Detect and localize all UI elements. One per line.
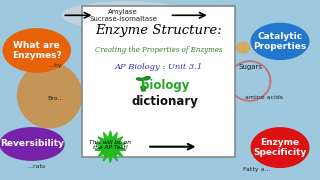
Ellipse shape (0, 128, 64, 160)
Ellipse shape (237, 42, 250, 53)
Text: Amylase
Sucrase-isomaltase: Amylase Sucrase-isomaltase (89, 9, 157, 22)
Text: What are
Enzymes?: What are Enzymes? (12, 41, 62, 60)
Text: amino acids: amino acids (245, 95, 283, 100)
Ellipse shape (62, 2, 190, 29)
Text: Bro...: Bro... (47, 96, 64, 101)
Text: Catalytic
Properties: Catalytic Properties (253, 32, 307, 51)
Ellipse shape (251, 23, 309, 59)
Text: This will be on
the AP Test!: This will be on the AP Test! (89, 140, 132, 150)
Polygon shape (141, 86, 146, 91)
Text: Enzyme Structure:: Enzyme Structure: (95, 24, 222, 37)
Ellipse shape (143, 77, 150, 80)
Text: ...rats: ...rats (28, 164, 46, 169)
Text: Sugars: Sugars (238, 64, 262, 70)
Ellipse shape (251, 128, 309, 167)
Ellipse shape (18, 63, 82, 128)
Text: Fatty a...: Fatty a... (243, 167, 271, 172)
Text: Reversibility: Reversibility (0, 140, 64, 148)
Text: ...hy: ...hy (49, 63, 62, 68)
Ellipse shape (136, 78, 143, 80)
Text: Enzyme
Specificity: Enzyme Specificity (253, 138, 307, 157)
Ellipse shape (3, 29, 70, 72)
Text: AP Biology : Unit 3.1: AP Biology : Unit 3.1 (114, 63, 203, 71)
Polygon shape (95, 131, 126, 163)
FancyBboxPatch shape (82, 6, 235, 157)
Text: Creating the Properties of Enzymes: Creating the Properties of Enzymes (95, 46, 222, 53)
Text: biology: biology (140, 79, 189, 92)
Text: dictionary: dictionary (132, 95, 198, 108)
